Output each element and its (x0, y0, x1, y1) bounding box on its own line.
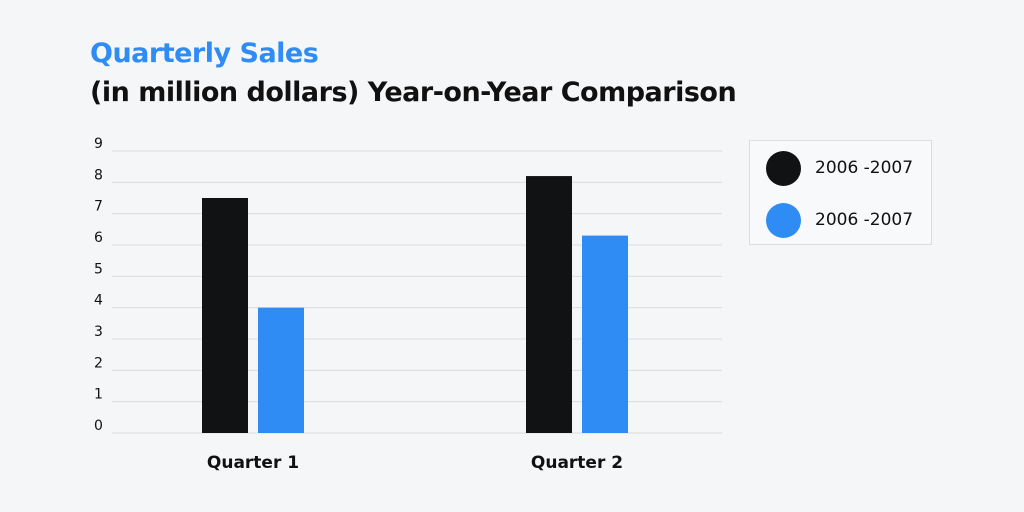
y-tick-label: 8 (94, 167, 103, 183)
y-tick-label: 0 (94, 418, 103, 434)
legend-swatch-series-2 (766, 202, 801, 238)
x-tick-label: Quarter 1 (207, 453, 299, 473)
y-tick-label: 4 (94, 293, 103, 309)
bar-series-2-quarter-2 (582, 235, 628, 433)
y-tick-label: 7 (94, 199, 103, 215)
y-tick-label: 2 (94, 355, 103, 371)
bar-series-1-quarter-1 (202, 198, 248, 433)
chart-legend: 2006 -2007 2006 -2007 (749, 140, 932, 245)
bar-series-1-quarter-2 (526, 176, 572, 434)
y-tick-label: 3 (94, 324, 103, 340)
chart-title: Quarterly Sales (90, 38, 319, 69)
legend-item-series-1: 2006 -2007 (766, 148, 913, 188)
x-tick-label: Quarter 2 (531, 453, 623, 473)
y-tick-label: 1 (94, 387, 103, 403)
bars (202, 176, 628, 434)
y-axis-ticks: 0 1 2 3 4 5 6 7 8 9 (94, 136, 103, 434)
x-axis-ticks: Quarter 1 Quarter 2 (207, 453, 623, 473)
legend-item-series-2: 2006 -2007 (766, 200, 913, 240)
y-tick-label: 6 (94, 230, 103, 246)
legend-label-series-2: 2006 -2007 (815, 210, 914, 230)
legend-swatch-series-1 (766, 150, 801, 186)
bar-series-2-quarter-1 (258, 307, 304, 433)
y-tick-label: 9 (94, 136, 103, 152)
y-tick-label: 5 (94, 261, 103, 277)
legend-label-series-1: 2006 -2007 (815, 158, 914, 178)
chart-subtitle: (in million dollars) Year-on-Year Compar… (90, 77, 737, 108)
